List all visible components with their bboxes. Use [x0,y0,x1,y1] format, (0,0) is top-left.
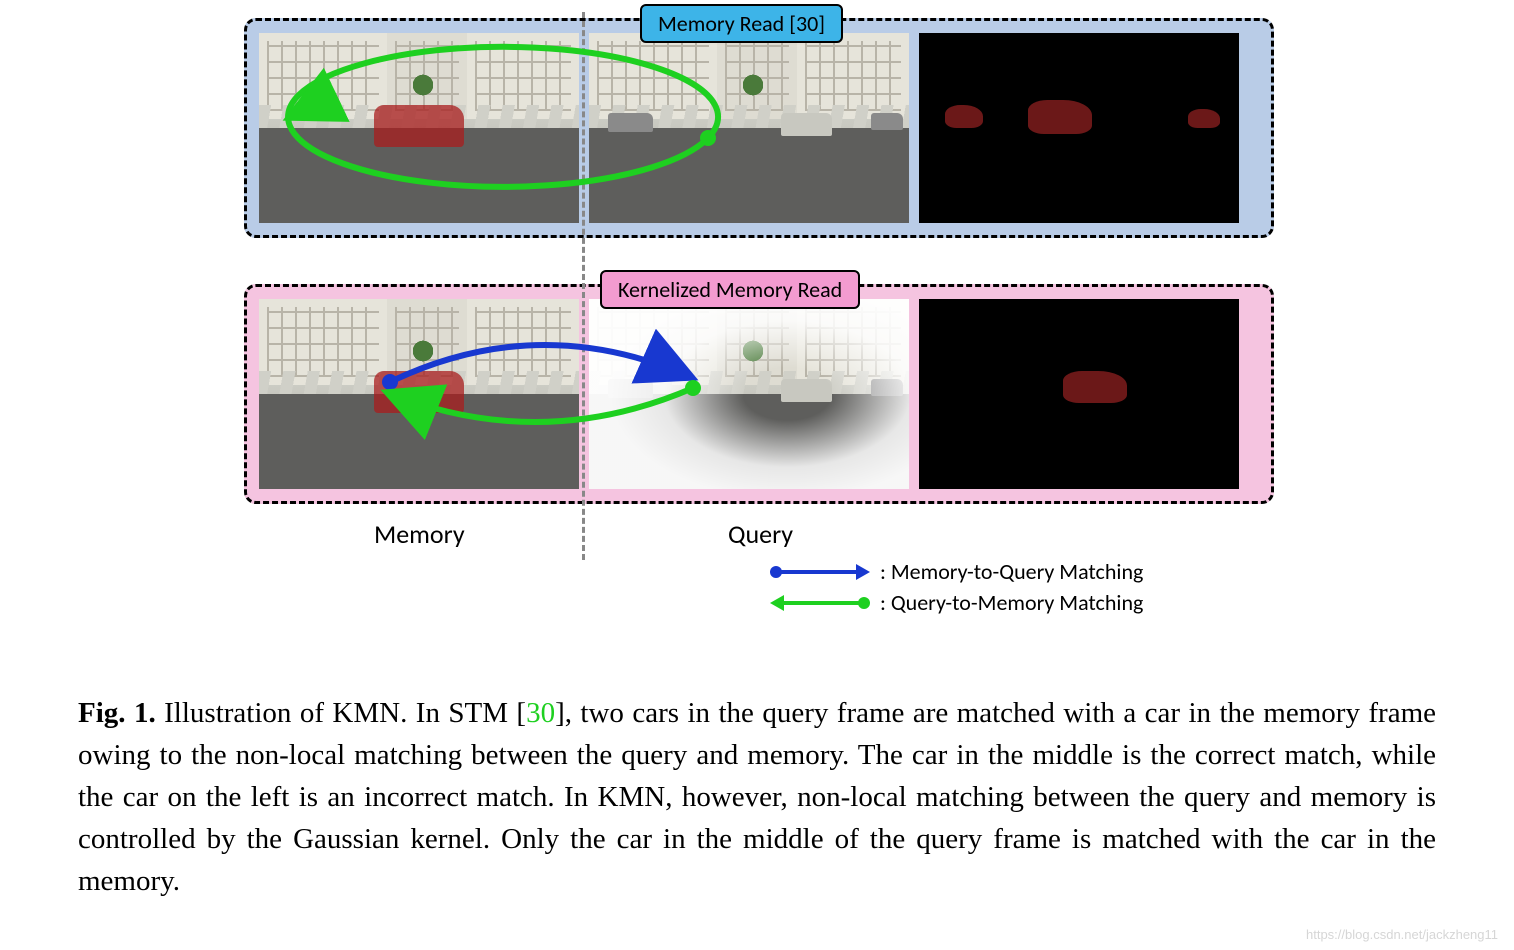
blue-arrow-icon [770,560,870,584]
legend-m2q: : Memory-to-Query Matching [770,558,1143,585]
legend-q2m: : Query-to-Memory Matching [770,589,1143,616]
mask-blob-single [1063,371,1127,403]
mask-blob-right [1188,109,1220,128]
citation-30[interactable]: 30 [526,697,555,729]
mask-blob-middle [1028,100,1092,134]
bottom-query-frame-gaussian [589,299,909,489]
figure-area: Memory Read [30] Kernelized Memory Read [0,0,1514,640]
caption-part1: Illustration of KMN. In STM [ [156,697,526,729]
top-panel-label: Memory Read [30] [640,4,843,43]
figure-label: Fig. 1. [78,697,156,729]
kernelized-memory-read-panel [244,284,1274,504]
memory-query-divider [582,12,585,560]
green-arrow-icon [770,591,870,615]
query-car-right [871,379,903,396]
legend-m2q-text: : Memory-to-Query Matching [880,558,1143,585]
query-car-left [608,113,653,132]
query-column-label: Query [728,518,793,550]
memory-read-panel [244,18,1274,238]
figure-caption: Fig. 1. Illustration of KMN. In STM [30]… [78,692,1436,902]
query-car-middle [781,113,832,136]
arrow-legend: : Memory-to-Query Matching : Query-to-Me… [770,558,1143,620]
top-query-frame [589,33,909,223]
top-mask-output [919,33,1239,223]
query-car-left [608,379,653,398]
bottom-mask-output [919,299,1239,489]
memory-column-label: Memory [374,518,465,550]
red-car-mask-icon [374,105,464,147]
bottom-panel-label: Kernelized Memory Read [600,270,860,309]
query-car-right [871,113,903,130]
query-car-middle [781,379,832,402]
mask-blob-left [945,105,983,128]
watermark-text: https://blog.csdn.net/jackzheng11 [1306,927,1498,942]
bottom-memory-frame [259,299,579,489]
red-car-mask-icon [374,371,464,413]
legend-q2m-text: : Query-to-Memory Matching [880,589,1143,616]
top-memory-frame [259,33,579,223]
